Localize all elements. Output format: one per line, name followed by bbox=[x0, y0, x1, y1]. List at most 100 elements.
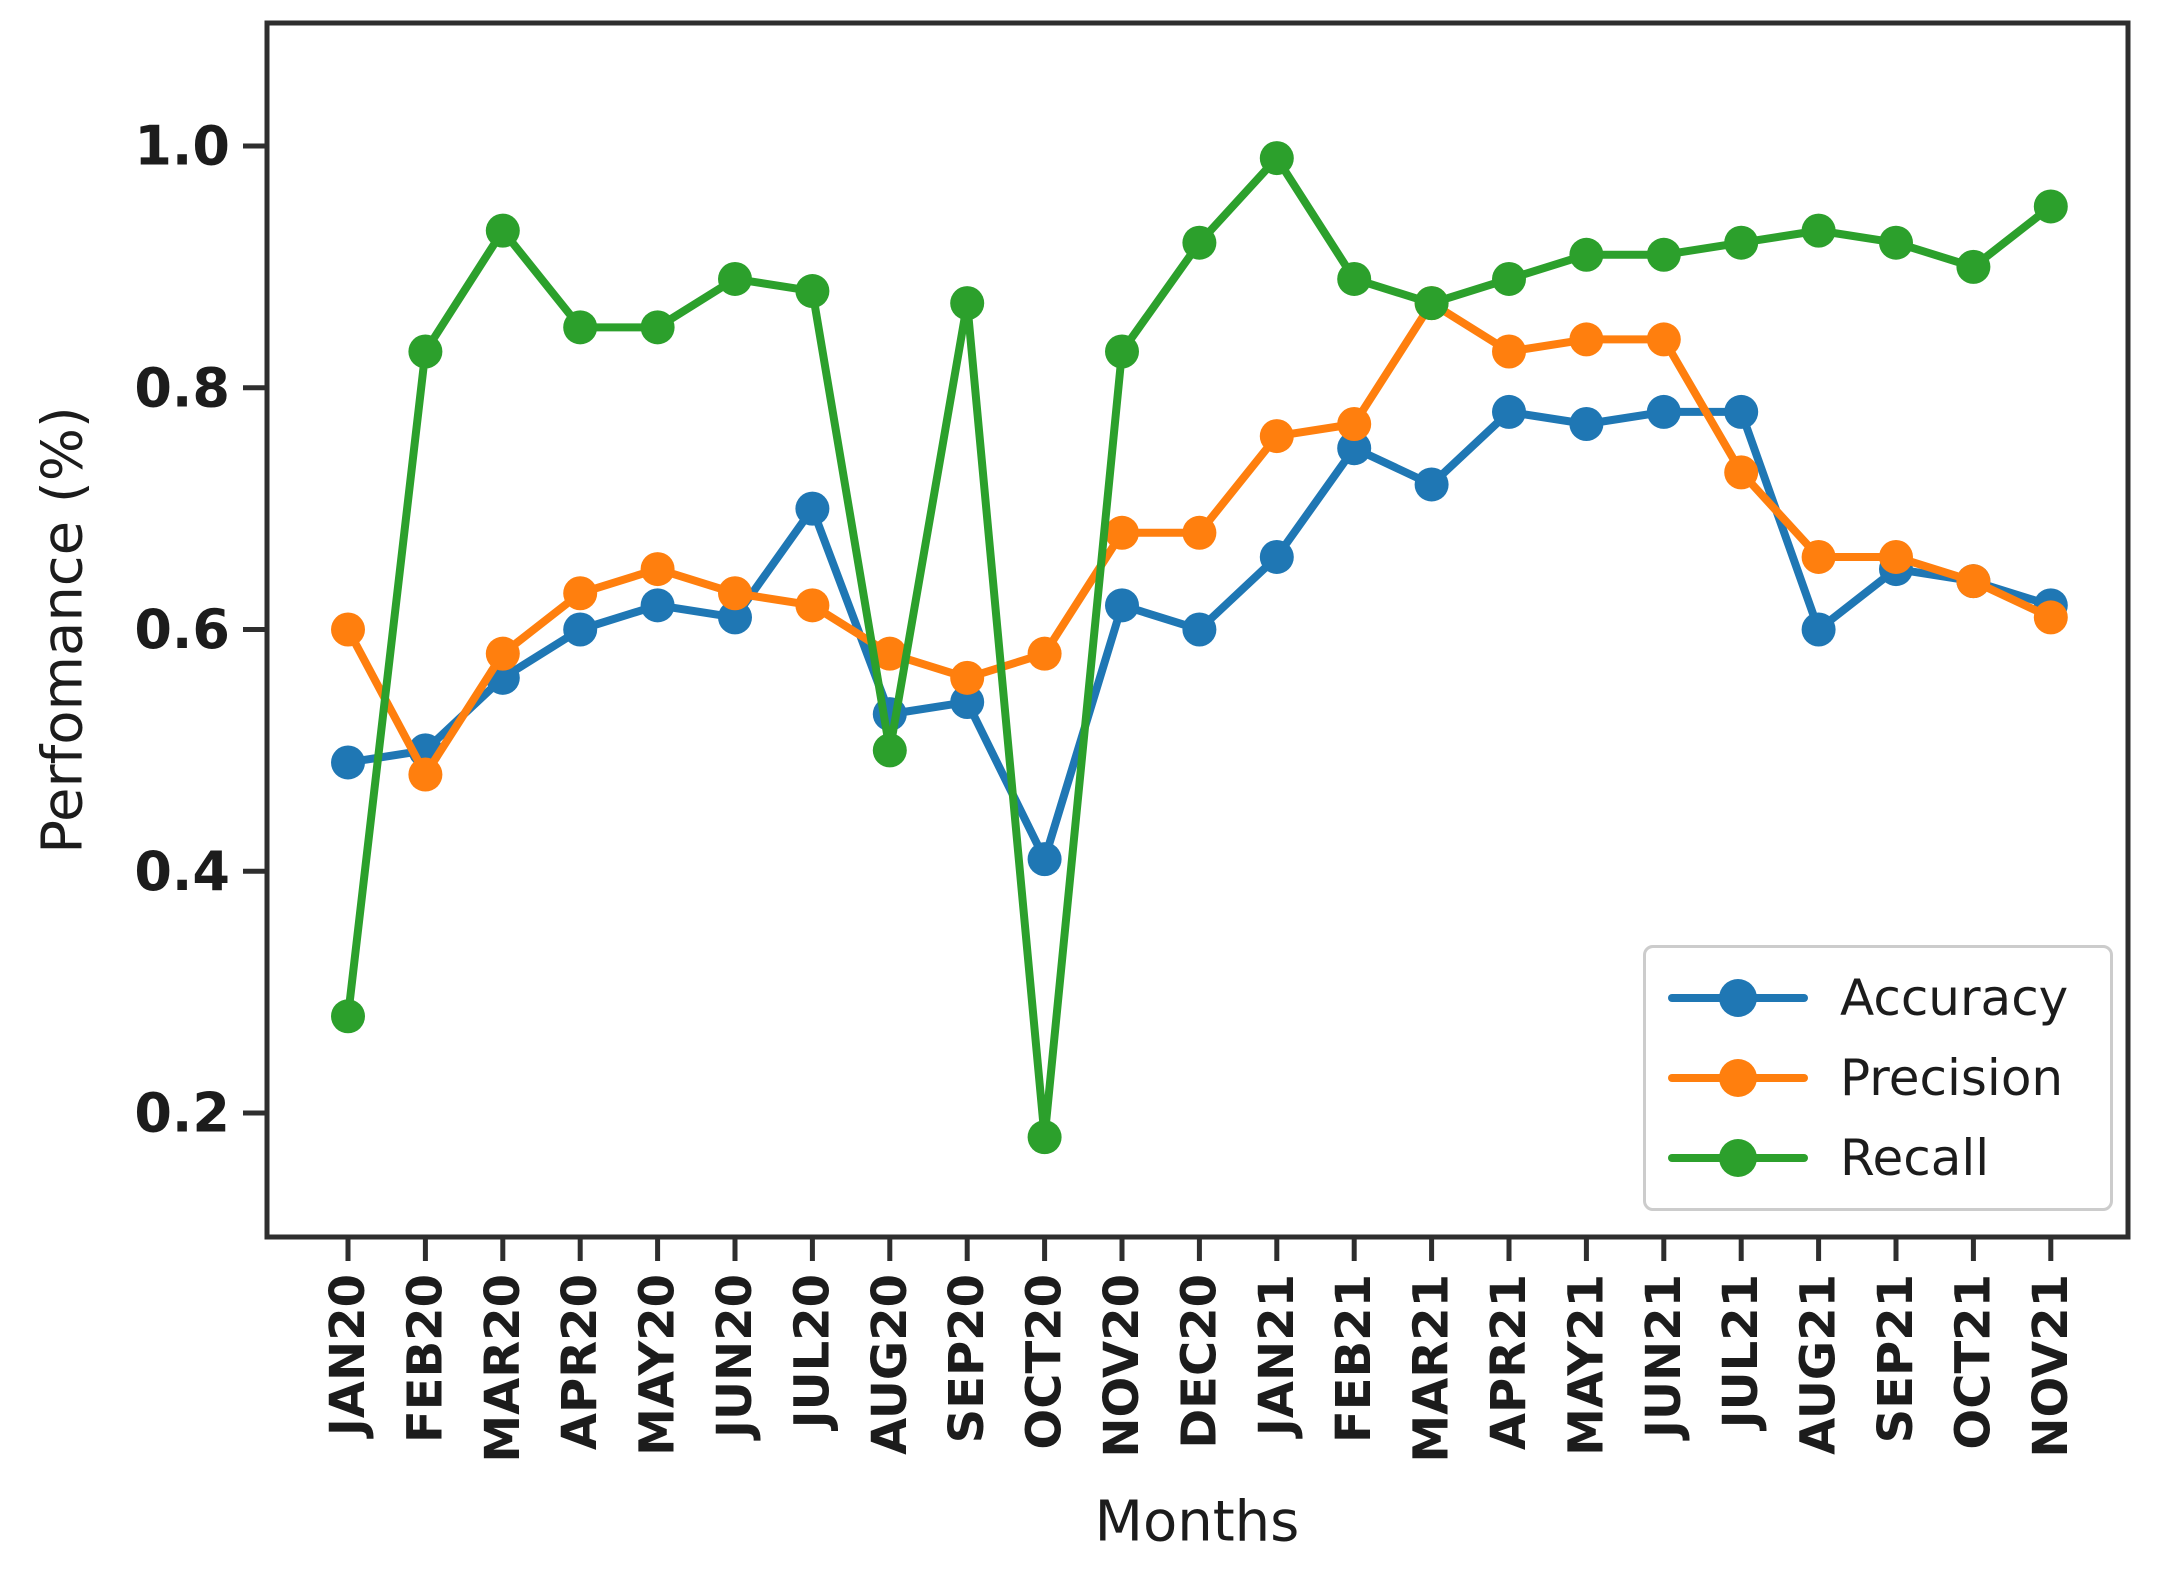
data-point-recall-OCT21 bbox=[1956, 249, 1991, 284]
y-axis-label: Perfomance (%) bbox=[30, 406, 96, 854]
y-tick-label: 0.2 bbox=[134, 1082, 230, 1145]
x-tick-label: OCT20 bbox=[1017, 1274, 1073, 1450]
y-tick-label: 1.0 bbox=[134, 115, 230, 178]
x-tick-label: FEB20 bbox=[397, 1274, 453, 1443]
data-point-precision-MAY20 bbox=[640, 552, 675, 587]
data-point-accuracy-JAN21 bbox=[1259, 539, 1294, 574]
data-point-precision-SEP21 bbox=[1879, 539, 1913, 574]
x-tick-label: JAN21 bbox=[1249, 1274, 1305, 1439]
data-point-precision-JUN21 bbox=[1646, 322, 1681, 357]
y-tick-label: 0.6 bbox=[134, 598, 230, 661]
legend-label-precision: Precision bbox=[1840, 1049, 2064, 1107]
data-point-accuracy-FEB21 bbox=[1337, 431, 1372, 466]
x-tick-label: APR21 bbox=[1481, 1274, 1537, 1450]
data-point-accuracy-JUL20 bbox=[795, 491, 830, 526]
data-point-recall-MAY20 bbox=[640, 310, 675, 345]
legend-label-recall: Recall bbox=[1840, 1129, 1990, 1187]
data-point-precision-NOV20 bbox=[1105, 515, 1139, 550]
y-tick-label: 0.4 bbox=[134, 840, 230, 903]
data-point-recall-JUN21 bbox=[1646, 237, 1681, 272]
data-point-precision-JAN21 bbox=[1259, 419, 1294, 454]
data-point-accuracy-AUG21 bbox=[1801, 612, 1836, 647]
x-tick-label: FEB21 bbox=[1326, 1274, 1382, 1443]
data-point-recall-AUG20 bbox=[872, 733, 907, 768]
x-tick-label: JUL21 bbox=[1713, 1274, 1769, 1431]
data-point-precision-FEB21 bbox=[1337, 407, 1372, 442]
x-tick-label: OCT21 bbox=[1945, 1274, 2001, 1450]
x-tick-label: SEP21 bbox=[1868, 1274, 1924, 1443]
data-point-precision-AUG20 bbox=[872, 636, 907, 671]
data-point-precision-OCT20 bbox=[1027, 636, 1062, 671]
data-point-recall-APR21 bbox=[1492, 261, 1526, 296]
legend-dot-icon bbox=[1719, 1059, 1757, 1097]
x-tick-label: MAR20 bbox=[475, 1274, 531, 1463]
data-point-precision-AUG21 bbox=[1801, 539, 1836, 574]
data-point-recall-JUN20 bbox=[718, 261, 752, 296]
x-tick-label: AUG21 bbox=[1791, 1274, 1847, 1455]
data-point-precision-SEP20 bbox=[950, 660, 985, 695]
data-point-precision-NOV21 bbox=[2033, 600, 2068, 635]
data-point-recall-JAN21 bbox=[1259, 141, 1294, 176]
data-point-precision-JUN20 bbox=[718, 576, 752, 611]
data-point-precision-APR20 bbox=[563, 576, 598, 611]
x-tick-label: JAN20 bbox=[320, 1274, 376, 1439]
data-point-accuracy-OCT20 bbox=[1027, 842, 1062, 877]
legend-line-marker-accuracy bbox=[1668, 976, 1808, 1020]
data-point-accuracy-JAN20 bbox=[331, 745, 365, 780]
data-point-accuracy-DEC20 bbox=[1182, 612, 1217, 647]
data-point-recall-FEB21 bbox=[1337, 261, 1372, 296]
data-point-recall-JUL21 bbox=[1724, 225, 1759, 260]
legend-line-marker-recall bbox=[1668, 1136, 1808, 1180]
x-tick-label: MAY20 bbox=[630, 1274, 686, 1456]
data-point-precision-FEB20 bbox=[408, 757, 443, 792]
data-point-recall-JAN20 bbox=[331, 999, 365, 1034]
x-tick-label: JUN20 bbox=[707, 1274, 763, 1441]
legend-dot-icon bbox=[1719, 979, 1757, 1017]
x-tick-label: NOV20 bbox=[1094, 1274, 1150, 1458]
data-point-recall-JUL20 bbox=[795, 274, 830, 309]
data-point-precision-JUL20 bbox=[795, 588, 830, 623]
data-point-recall-SEP21 bbox=[1879, 225, 1913, 260]
legend-entry-recall: Recall bbox=[1668, 1120, 2110, 1196]
x-tick-label: DEC20 bbox=[1171, 1274, 1227, 1449]
x-axis-label: Months bbox=[1094, 1489, 1300, 1555]
data-point-accuracy-NOV20 bbox=[1105, 588, 1139, 623]
data-point-recall-MAR21 bbox=[1414, 286, 1449, 321]
data-point-accuracy-SEP20 bbox=[950, 685, 985, 720]
data-point-precision-OCT21 bbox=[1956, 564, 1991, 599]
data-point-precision-APR21 bbox=[1492, 334, 1526, 369]
data-point-precision-JUL21 bbox=[1724, 455, 1759, 490]
data-point-recall-NOV20 bbox=[1105, 334, 1139, 369]
data-point-precision-JAN20 bbox=[331, 612, 365, 647]
data-point-recall-NOV21 bbox=[2033, 189, 2068, 224]
y-tick-label: 0.8 bbox=[134, 356, 230, 419]
data-point-recall-DEC20 bbox=[1182, 225, 1217, 260]
x-tick-label: SEP20 bbox=[939, 1274, 995, 1443]
data-point-recall-OCT20 bbox=[1027, 1120, 1062, 1155]
data-point-recall-FEB20 bbox=[408, 334, 443, 369]
legend-entry-precision: Precision bbox=[1668, 1040, 2110, 1116]
legend-dot-icon bbox=[1719, 1139, 1757, 1177]
data-point-accuracy-JUL21 bbox=[1724, 394, 1759, 429]
legend-entry-accuracy: Accuracy bbox=[1668, 960, 2110, 1036]
legend: Accuracy Precision Recall bbox=[1643, 945, 2113, 1211]
data-point-accuracy-MAR21 bbox=[1414, 467, 1449, 502]
x-tick-label: APR20 bbox=[552, 1274, 608, 1450]
x-tick-label: AUG20 bbox=[862, 1274, 918, 1455]
x-tick-label: NOV21 bbox=[2023, 1274, 2079, 1458]
x-tick-label: JUN21 bbox=[1636, 1274, 1692, 1441]
x-tick-label: MAY21 bbox=[1558, 1274, 1614, 1456]
data-point-accuracy-MAY20 bbox=[640, 588, 675, 623]
x-tick-label: JUL20 bbox=[784, 1274, 840, 1431]
data-point-precision-MAR20 bbox=[485, 636, 520, 671]
data-point-recall-MAY21 bbox=[1569, 237, 1604, 272]
data-point-accuracy-APR21 bbox=[1492, 394, 1526, 429]
data-point-recall-AUG21 bbox=[1801, 213, 1836, 248]
legend-line-marker-precision bbox=[1668, 1056, 1808, 1100]
x-tick-label: MAR21 bbox=[1404, 1274, 1460, 1463]
data-point-recall-APR20 bbox=[563, 310, 598, 345]
data-point-accuracy-MAY21 bbox=[1569, 407, 1604, 442]
data-point-accuracy-JUN21 bbox=[1646, 394, 1681, 429]
